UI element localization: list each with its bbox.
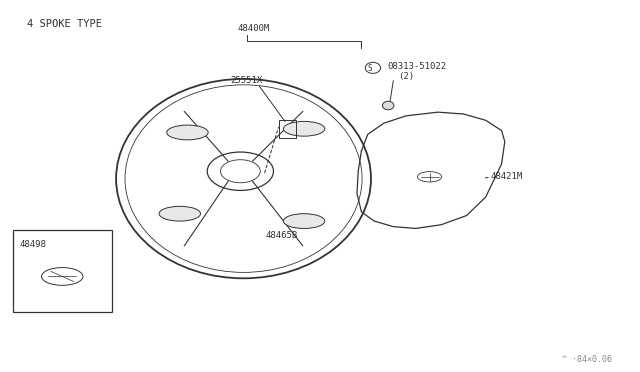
Ellipse shape (167, 125, 208, 140)
Text: (2): (2) (398, 72, 415, 81)
Text: 48465B: 48465B (266, 231, 298, 240)
Text: 48498: 48498 (19, 240, 46, 249)
Text: 08313-51022: 08313-51022 (387, 62, 446, 71)
Ellipse shape (383, 101, 394, 110)
Text: 48400M: 48400M (237, 24, 269, 33)
Text: S: S (368, 64, 372, 73)
Bar (278, 120, 296, 138)
Ellipse shape (284, 121, 324, 136)
Text: 48421M: 48421M (491, 172, 523, 182)
Bar (13, 230, 111, 311)
Text: 4 SPOKE TYPE: 4 SPOKE TYPE (27, 19, 102, 29)
Ellipse shape (159, 206, 200, 221)
Text: 25551X: 25551X (231, 76, 263, 84)
Ellipse shape (284, 214, 324, 228)
Text: ^ ·84×0.06: ^ ·84×0.06 (562, 356, 612, 365)
